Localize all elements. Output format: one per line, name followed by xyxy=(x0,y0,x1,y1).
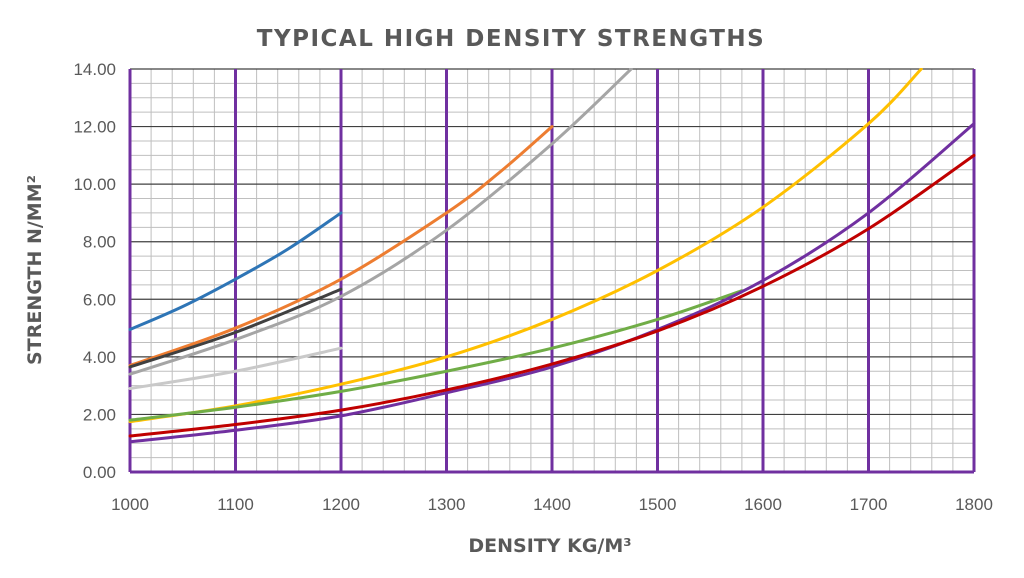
series-line-7 xyxy=(128,289,744,422)
y-tick-label: 8.00 xyxy=(83,233,116,252)
series-line-2 xyxy=(128,125,554,367)
series-line-4 xyxy=(128,68,633,376)
x-tick-label: 1800 xyxy=(955,495,993,514)
series-line-1 xyxy=(128,211,343,332)
x-tick-label: 1500 xyxy=(639,495,677,514)
y-tick-label: 6.00 xyxy=(83,290,116,309)
y-tick-label: 14.00 xyxy=(73,60,116,79)
x-tick-label: 1400 xyxy=(533,495,571,514)
y-tick-label: 2.00 xyxy=(83,405,116,424)
x-tick-label: 1100 xyxy=(217,495,254,514)
y-axis-label: STRENGTH N/MM² xyxy=(24,175,46,365)
y-tick-label: 12.00 xyxy=(73,118,116,137)
series-group xyxy=(128,68,976,444)
x-tick-label: 1700 xyxy=(850,495,888,514)
series-line-8 xyxy=(128,122,976,444)
y-tick-label: 4.00 xyxy=(83,348,116,367)
y-tick-label: 10.00 xyxy=(73,175,116,194)
x-axis-label: DENSITY KG/M³ xyxy=(468,535,631,557)
y-tick-label: 0.00 xyxy=(83,463,116,482)
x-tick-label: 1200 xyxy=(322,495,360,514)
series-line-5 xyxy=(128,346,343,391)
series-line-9 xyxy=(128,153,976,438)
x-tick-label: 1600 xyxy=(744,495,782,514)
x-tick-label: 1000 xyxy=(111,495,149,514)
series-line-3 xyxy=(128,287,343,369)
x-tick-label: 1300 xyxy=(428,495,466,514)
grid xyxy=(128,68,976,474)
tick-labels: 1000 1100 1200 1300 1400 1500 1600 1700 1800 0.00… xyxy=(73,60,992,514)
series-line-6 xyxy=(128,68,923,424)
chart-title: TYPICAL HIGH DENSITY STRENGTHS xyxy=(257,26,765,52)
